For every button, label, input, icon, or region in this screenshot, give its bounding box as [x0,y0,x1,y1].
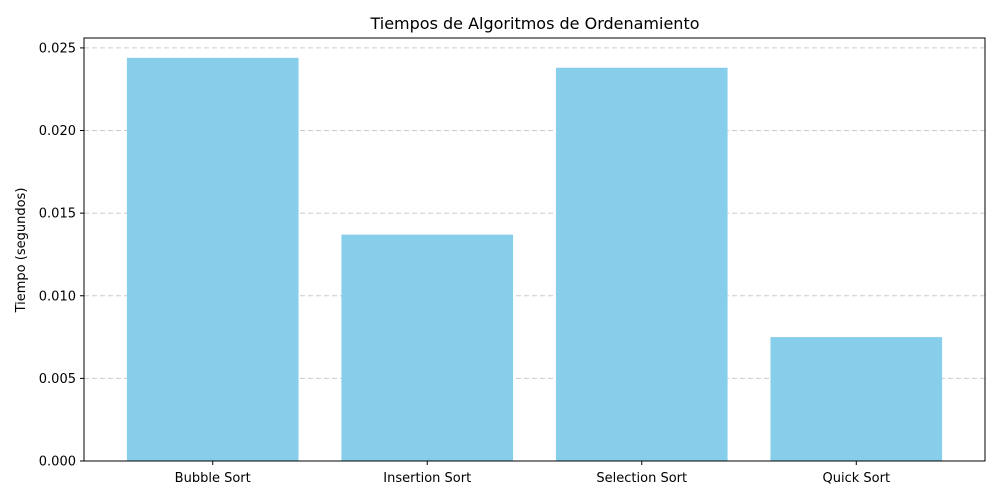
bar-selection-sort [555,67,728,461]
y-tick-label: 0.010 [39,289,76,304]
bar-bubble-sort [126,57,299,461]
x-tick-label: Quick Sort [823,471,891,486]
x-axis-ticks: Bubble Sort Insertion Sort Selection Sort Q… [175,461,890,486]
x-tick-label: Selection Sort [596,471,687,486]
plot-frame [83,37,986,462]
bars [126,57,943,461]
y-axis-label: Tiempo (segundos) [14,188,29,314]
bar-insertion-sort [341,234,514,461]
grid-lines [84,47,985,379]
y-tick-label: 0.025 [39,41,76,56]
y-tick-label: 0.005 [39,372,76,387]
chart-title: Tiempos de Algoritmos de Ordenamiento [369,14,699,33]
x-tick-label: Bubble Sort [175,471,251,486]
x-tick-label: Insertion Sort [383,471,471,486]
y-tick-label: 0.000 [39,455,76,470]
axes [83,37,986,462]
bar-quick-sort [770,337,943,461]
y-axis-ticks: 0.000 0.005 0.010 0.015 0.020 0.025 [39,41,84,470]
y-tick-label: 0.020 [39,124,76,139]
y-tick-label: 0.015 [39,207,76,222]
